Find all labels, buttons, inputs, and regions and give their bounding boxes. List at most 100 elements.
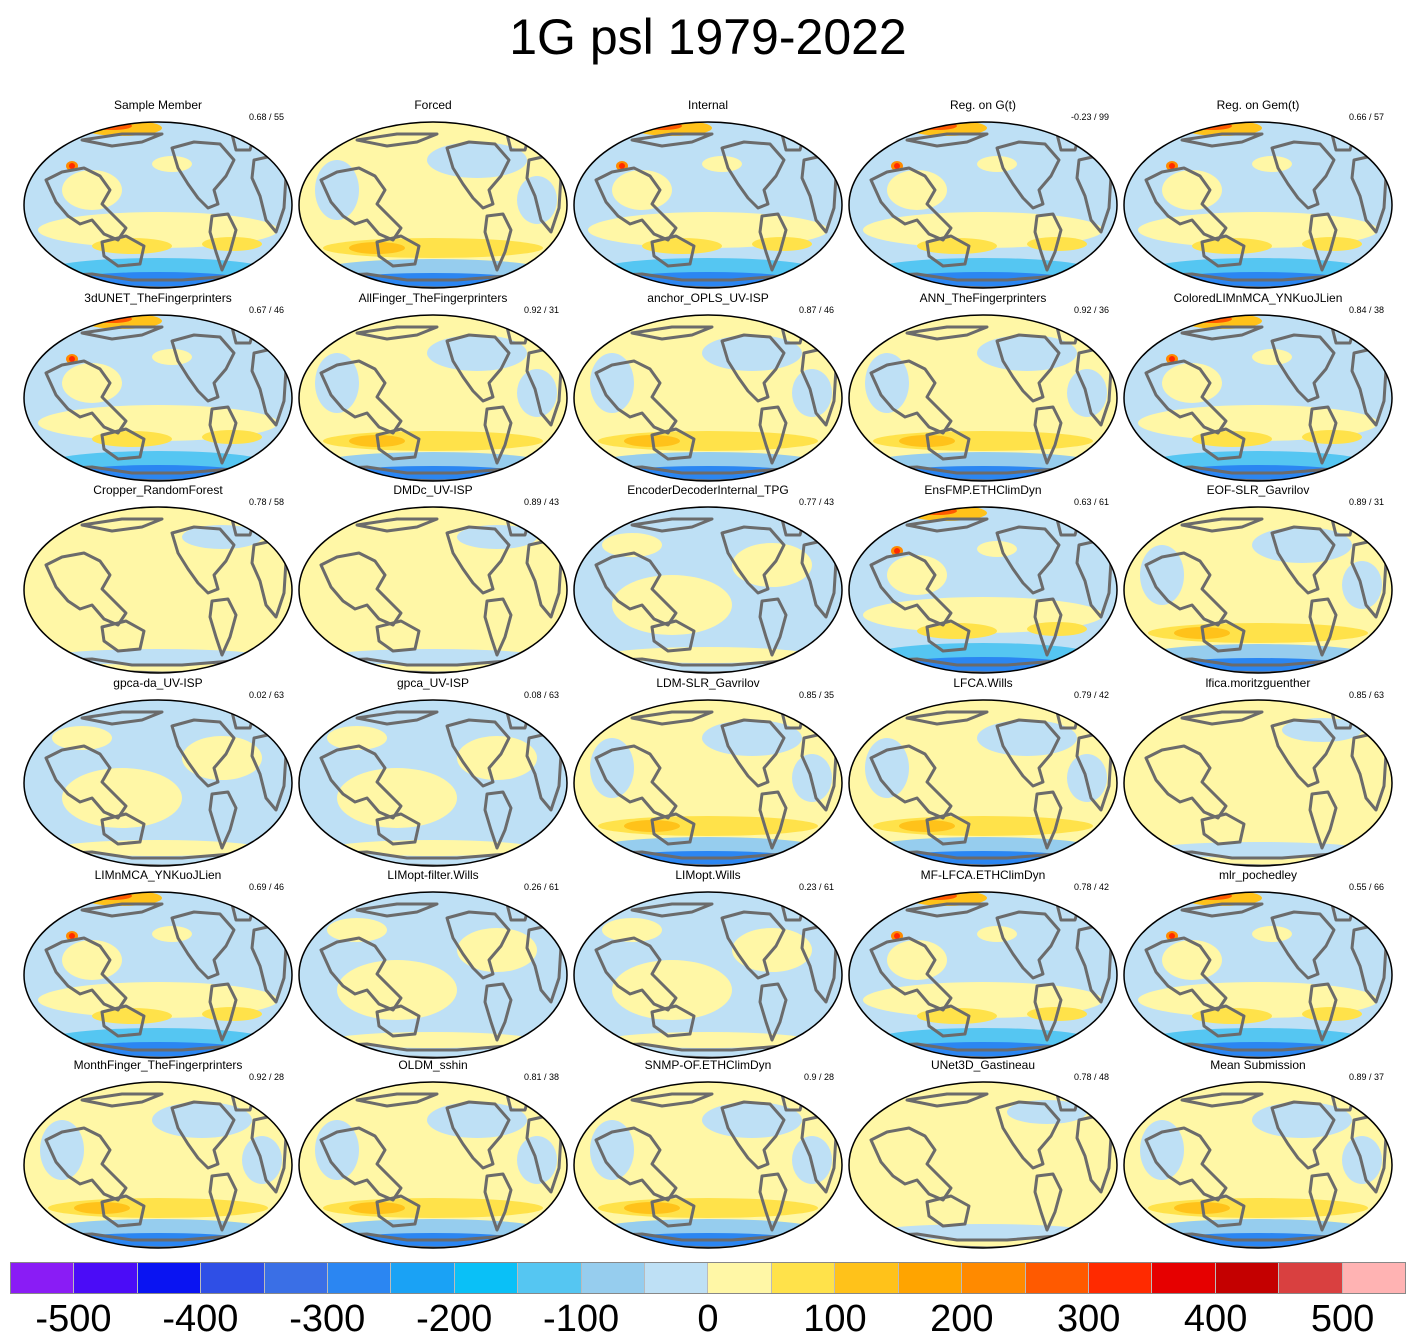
- colorbar-tick-label: -300: [289, 1298, 366, 1340]
- anomaly-field: [917, 623, 997, 639]
- anomaly-field: [602, 918, 662, 942]
- coastline: [1180, 132, 1264, 148]
- globe-border: [298, 1081, 568, 1249]
- coastline: [720, 1100, 786, 1170]
- coastline: [100, 812, 146, 846]
- anomaly-field: [608, 1032, 808, 1048]
- colorbar-tick-label: -500: [35, 1298, 112, 1340]
- anomaly-field: [590, 353, 634, 413]
- colorbar-segment: [898, 1263, 963, 1293]
- coastline: [758, 405, 788, 465]
- globe-map: [23, 699, 293, 867]
- coastline: [1308, 1172, 1338, 1232]
- anomaly-field: [323, 649, 543, 665]
- coastline: [925, 619, 971, 653]
- panel-stat: 0.77 / 43: [798, 497, 834, 507]
- colorbar-segment: [1025, 1263, 1089, 1293]
- coastline: [170, 140, 236, 210]
- coastline: [720, 718, 786, 788]
- anomaly-field: [619, 163, 625, 169]
- coastline: [44, 1126, 128, 1202]
- coastline: [758, 982, 788, 1042]
- globe-map: [298, 121, 568, 289]
- panel-title: MF-LFCA.ETHClimDyn: [920, 868, 1046, 882]
- coastline: [1308, 790, 1338, 850]
- coastline: [925, 812, 971, 846]
- panel-stat: 0.85 / 63: [1348, 690, 1384, 700]
- panel-stat: 0.9 / 28: [803, 1072, 834, 1082]
- map-panel: LIMopt.Wills 0.23 / 61: [572, 868, 844, 1059]
- globe-border: [1123, 699, 1393, 867]
- globe-border: [298, 699, 568, 867]
- coastline: [720, 910, 786, 980]
- globe-border: [1123, 314, 1393, 482]
- panel-stat: 0.84 / 38: [1348, 305, 1384, 315]
- coastline: [355, 902, 439, 918]
- coastline: [208, 597, 238, 657]
- panel-stat: 0.63 / 61: [1073, 497, 1109, 507]
- map-panel: Reg. on G(t) -0.23 / 99: [847, 98, 1119, 289]
- panel-title: EOF-SLR_Gavrilov: [1206, 483, 1310, 497]
- coastline: [630, 325, 714, 341]
- coastline: [630, 902, 714, 918]
- anomaly-field: [894, 548, 900, 554]
- globe-map: [23, 1081, 293, 1249]
- anomaly-field: [887, 555, 947, 595]
- coastline: [650, 427, 696, 461]
- panel-stat: 0.55 / 66: [1348, 882, 1384, 892]
- panel-stat: 0.68 / 55: [248, 112, 284, 122]
- panel-title: LDM-SLR_Gavrilov: [656, 676, 760, 690]
- globe-border: [848, 121, 1118, 289]
- globe-map: [573, 506, 843, 674]
- panel-title: Sample Member: [113, 98, 203, 112]
- coastline: [445, 1100, 511, 1170]
- anomaly-field: [92, 238, 172, 254]
- panel-stat: -0.23 / 99: [1070, 112, 1109, 122]
- globe-map: [1123, 121, 1393, 289]
- globe-map: [298, 314, 568, 482]
- coastline: [44, 166, 128, 242]
- globe-border: [1123, 506, 1393, 674]
- coastline: [1308, 212, 1338, 272]
- anomaly-field: [152, 926, 192, 942]
- anomaly-field: [608, 647, 808, 663]
- coastline: [80, 902, 164, 918]
- coastline: [375, 1004, 421, 1038]
- colorbar-segment: [74, 1263, 138, 1293]
- anomaly-field: [1192, 892, 1232, 900]
- anomaly-field: [894, 163, 900, 169]
- coastline: [208, 405, 238, 465]
- coastline: [925, 427, 971, 461]
- anomaly-field: [1252, 349, 1292, 365]
- panel-title: anchor_OPLS_UV-ISP: [647, 291, 769, 305]
- coastline: [319, 359, 403, 435]
- colorbar-segment: [708, 1263, 772, 1293]
- panel-title: gpca_UV-ISP: [396, 676, 470, 690]
- anomaly-field: [315, 160, 359, 220]
- coastline: [1033, 405, 1063, 465]
- coastline: [170, 910, 236, 980]
- anomaly-field: [590, 738, 634, 798]
- coastline: [483, 790, 513, 850]
- map-panel: SNMP-OF.ETHClimDyn 0.9 / 28: [572, 1058, 844, 1249]
- coastline: [650, 812, 696, 846]
- panel-stat: 0.26 / 61: [523, 882, 559, 892]
- globe-border: [298, 506, 568, 674]
- coastline: [594, 1126, 678, 1202]
- anomaly-field: [333, 1032, 533, 1048]
- coastline: [905, 132, 989, 148]
- panel-title: MonthFinger_TheFingerprinters: [73, 1058, 243, 1072]
- coastline: [869, 551, 953, 627]
- coastline: [594, 359, 678, 435]
- colorbar-segment: [962, 1263, 1026, 1293]
- coastline: [650, 1194, 696, 1228]
- colorbar-segment: [1088, 1263, 1153, 1293]
- coastline: [1200, 427, 1246, 461]
- colorbar-tick-label: 200: [930, 1298, 994, 1340]
- panel-stat: 0.89 / 37: [1348, 1072, 1384, 1082]
- anomaly-field: [337, 960, 457, 1020]
- anomaly-field: [702, 335, 802, 371]
- globe-map: [848, 699, 1118, 867]
- anomaly-field: [152, 1102, 252, 1138]
- anomaly-field: [1162, 170, 1222, 210]
